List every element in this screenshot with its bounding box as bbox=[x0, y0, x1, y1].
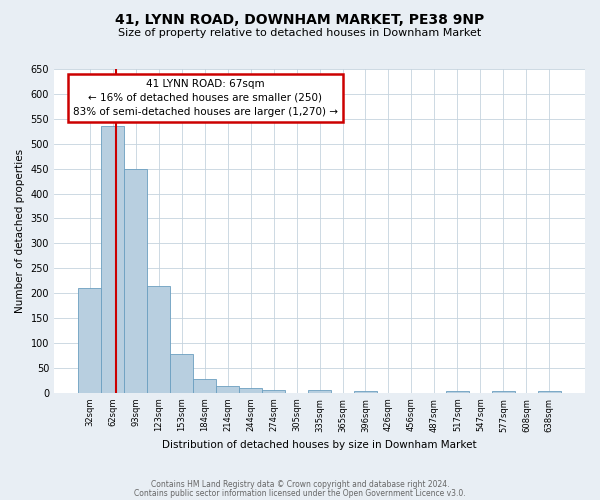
Text: 41 LYNN ROAD: 67sqm
← 16% of detached houses are smaller (250)
83% of semi-detac: 41 LYNN ROAD: 67sqm ← 16% of detached ho… bbox=[73, 78, 338, 116]
X-axis label: Distribution of detached houses by size in Downham Market: Distribution of detached houses by size … bbox=[162, 440, 477, 450]
Text: Contains HM Land Registry data © Crown copyright and database right 2024.: Contains HM Land Registry data © Crown c… bbox=[151, 480, 449, 489]
Bar bbox=[446, 392, 469, 393]
Bar bbox=[193, 380, 216, 393]
Text: Contains public sector information licensed under the Open Government Licence v3: Contains public sector information licen… bbox=[134, 488, 466, 498]
Bar bbox=[308, 390, 331, 393]
Bar bbox=[78, 288, 101, 393]
Bar bbox=[492, 392, 515, 393]
Bar bbox=[216, 386, 239, 393]
Text: Size of property relative to detached houses in Downham Market: Size of property relative to detached ho… bbox=[118, 28, 482, 38]
Bar bbox=[262, 390, 285, 393]
Y-axis label: Number of detached properties: Number of detached properties bbox=[15, 149, 25, 313]
Text: 41, LYNN ROAD, DOWNHAM MARKET, PE38 9NP: 41, LYNN ROAD, DOWNHAM MARKET, PE38 9NP bbox=[115, 12, 485, 26]
Bar bbox=[170, 354, 193, 393]
Bar bbox=[538, 392, 561, 393]
Bar bbox=[147, 286, 170, 393]
Bar bbox=[124, 168, 147, 393]
Bar bbox=[354, 391, 377, 393]
Bar bbox=[239, 388, 262, 393]
Bar bbox=[101, 126, 124, 393]
